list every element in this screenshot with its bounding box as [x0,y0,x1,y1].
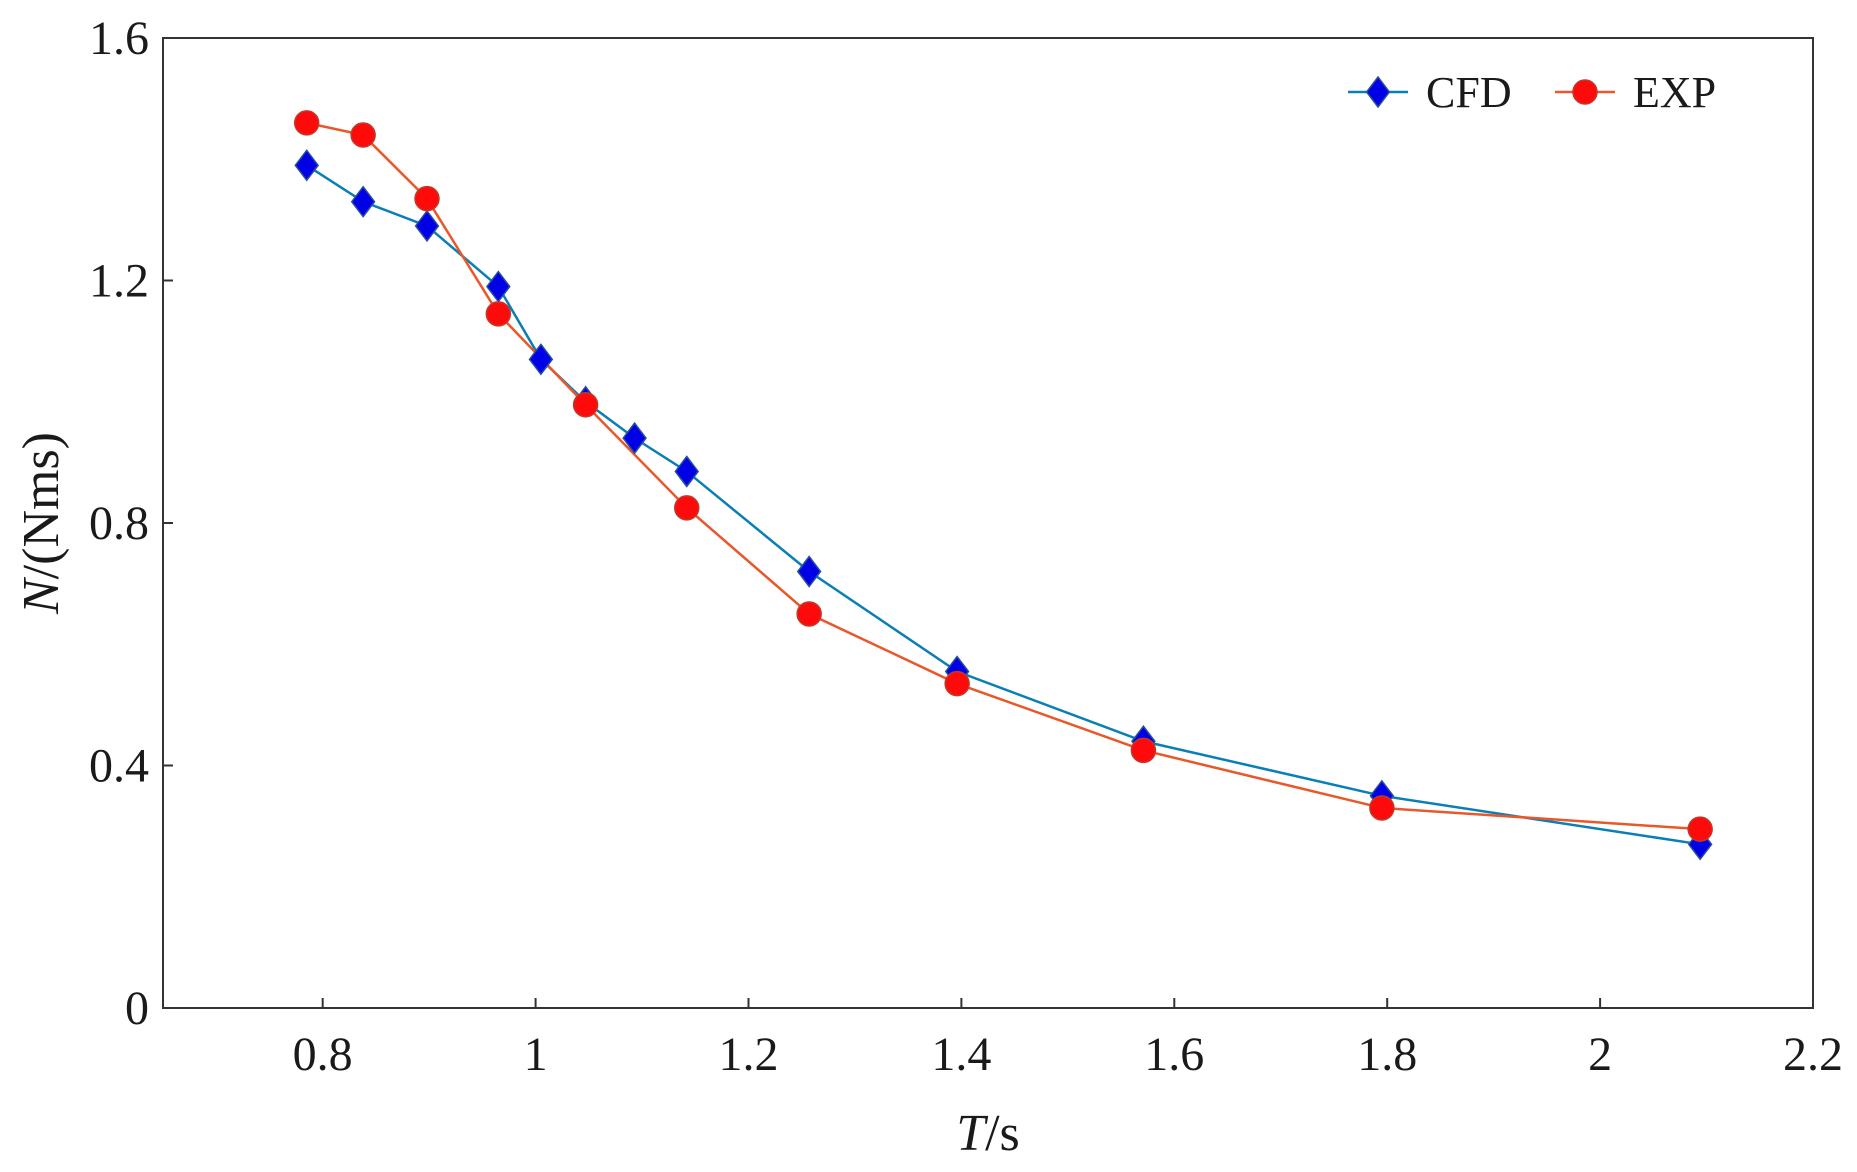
x-tick-label: 1 [524,1028,548,1081]
cfd-point [674,455,700,488]
legend-cfd-marker [1365,75,1391,109]
x-tick-label: 1.4 [931,1028,991,1081]
exp-point [414,185,440,212]
cfd-point [796,555,822,588]
cfd-point [350,185,376,218]
x-tick-label: 2.2 [1783,1028,1843,1081]
cfd-point [622,421,647,455]
exp-point [293,110,320,136]
legend-exp-label: EXP [1633,68,1716,117]
cfd-line [306,164,1701,846]
exp-line [306,121,1701,831]
exp-point [1687,816,1713,842]
y-tick-label: 1.6 [89,12,149,65]
cfd-point [294,149,320,182]
cfd-point [528,343,554,376]
y-axis-label: N/(Nms) [13,432,70,615]
exp-point [1369,795,1395,821]
x-tick-label: 2 [1588,1028,1612,1081]
exp-point [796,601,822,627]
cfd-point [485,270,511,303]
y-tick-label: 0.8 [89,497,149,550]
y-tick-label: 0 [125,982,149,1035]
x-tick-label: 1.8 [1357,1028,1417,1081]
legend-exp-marker [1572,79,1598,105]
legend-cfd-label: CFD [1426,68,1512,117]
y-tick-label: 1.2 [89,255,149,308]
x-tick-label: 0.8 [293,1028,353,1081]
cfd-point [414,209,440,243]
exp-point [572,392,599,418]
exp-point [1130,737,1157,764]
exp-point [485,301,512,327]
exp-point [673,495,700,521]
exp-point [350,122,376,148]
x-tick-label: 1.2 [718,1028,778,1081]
y-tick-label: 0.4 [89,740,149,793]
x-axis-label: T/s [956,1105,1020,1162]
x-tick-label: 1.6 [1144,1028,1204,1081]
exp-point [944,670,970,697]
